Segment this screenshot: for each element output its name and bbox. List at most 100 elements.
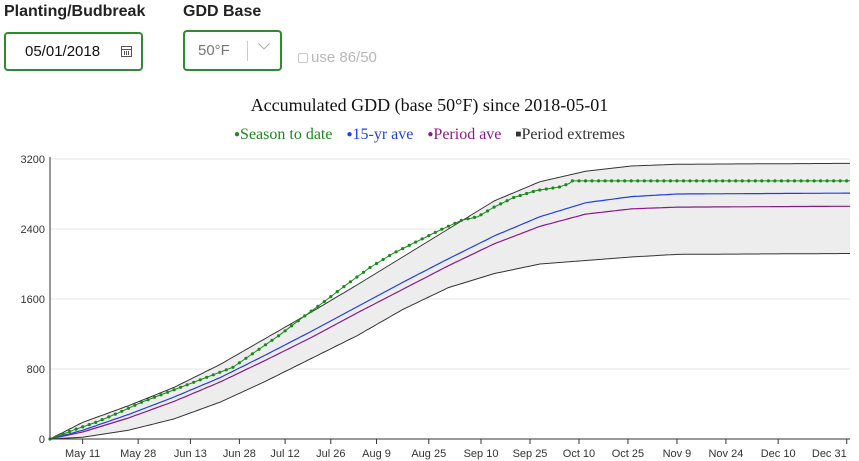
x-tick-label: Nov 9 xyxy=(663,448,692,460)
x-tick-label: Jul 26 xyxy=(316,448,345,460)
season-point xyxy=(166,390,170,394)
season-point xyxy=(727,179,731,183)
season-point xyxy=(205,375,209,379)
season-point xyxy=(446,224,450,228)
season-point xyxy=(159,393,163,397)
season-point xyxy=(590,179,594,183)
season-point xyxy=(564,183,568,187)
season-point xyxy=(87,423,91,427)
season-point xyxy=(721,179,725,183)
season-point xyxy=(355,275,359,279)
season-point xyxy=(237,361,241,365)
season-point xyxy=(472,215,477,219)
x-tick-label: Oct 10 xyxy=(563,448,595,460)
calendar-icon[interactable] xyxy=(121,46,132,57)
season-point xyxy=(819,179,823,183)
season-point xyxy=(192,380,196,384)
season-point xyxy=(81,425,85,429)
season-point xyxy=(766,179,771,183)
x-tick-label: Sep 10 xyxy=(464,448,499,460)
season-point xyxy=(218,370,222,374)
season-point xyxy=(120,409,124,413)
season-point xyxy=(407,243,411,247)
season-point xyxy=(577,179,581,183)
season-point xyxy=(518,193,522,198)
planting-label: Planting/Budbreak xyxy=(4,3,146,20)
select-separator xyxy=(247,41,248,61)
legend-extremes-label: Period extremes xyxy=(521,126,625,143)
season-point xyxy=(459,218,463,222)
y-tick-label: 1600 xyxy=(21,294,45,306)
x-tick-label: Aug 25 xyxy=(411,448,446,460)
season-point xyxy=(394,250,398,254)
season-point xyxy=(538,188,542,192)
season-point xyxy=(812,179,816,183)
season-point xyxy=(551,186,555,190)
season-point xyxy=(296,319,300,323)
legend-season-label: Season to date xyxy=(240,126,333,143)
season-point xyxy=(531,189,535,194)
use-86-50-checkbox[interactable] xyxy=(298,53,308,63)
season-point xyxy=(525,191,529,196)
x-tick-label: May 28 xyxy=(120,448,156,460)
season-point xyxy=(466,217,470,221)
season-point xyxy=(642,179,646,183)
season-point xyxy=(335,290,339,294)
season-point xyxy=(557,185,562,189)
season-point xyxy=(54,434,59,439)
season-point xyxy=(322,300,326,304)
season-point xyxy=(368,265,372,270)
season-point xyxy=(825,179,829,183)
season-point xyxy=(94,420,98,424)
season-point xyxy=(597,179,601,183)
season-point xyxy=(427,234,431,238)
season-point xyxy=(244,356,248,360)
legend-period-ave[interactable]: ●Period ave xyxy=(427,126,501,143)
season-point xyxy=(792,179,797,183)
extremes-lower-line xyxy=(49,253,850,440)
season-point xyxy=(779,179,784,183)
season-point xyxy=(107,415,111,419)
season-point xyxy=(668,179,673,183)
season-point xyxy=(61,432,65,436)
season-point xyxy=(283,329,287,333)
season-point xyxy=(734,179,738,183)
planting-date-input[interactable]: 05/01/2018 xyxy=(4,32,143,71)
season-point xyxy=(753,179,757,183)
season-point xyxy=(224,368,228,372)
season-point xyxy=(172,388,176,392)
legend-extremes[interactable]: ■Period extremes xyxy=(515,126,625,143)
season-point xyxy=(270,338,274,342)
season-point xyxy=(388,253,392,258)
season-point xyxy=(636,179,640,183)
season-point xyxy=(649,179,653,183)
legend-season[interactable]: ●Season to date xyxy=(234,126,332,143)
legend-15yr[interactable]: ●15-yr ave xyxy=(346,126,413,143)
legend-15yr-marker: ● xyxy=(346,129,353,140)
season-point xyxy=(453,221,457,225)
extremes-band xyxy=(50,163,850,439)
season-point xyxy=(348,280,352,284)
season-point xyxy=(250,352,254,356)
season-point xyxy=(662,179,666,183)
gdd-base-label: GDD Base xyxy=(183,3,262,20)
season-point xyxy=(499,202,503,206)
chevron-down-icon[interactable] xyxy=(258,38,270,50)
season-point xyxy=(583,179,588,183)
season-point xyxy=(381,257,385,262)
season-point xyxy=(655,179,659,183)
legend-period-ave-marker: ● xyxy=(427,129,434,140)
season-point xyxy=(100,418,104,422)
season-point xyxy=(263,343,268,347)
season-point xyxy=(414,240,418,244)
season-point xyxy=(544,187,548,191)
y-tick-label: 2400 xyxy=(21,224,45,236)
season-point xyxy=(688,179,692,183)
y-tick-label: 3200 xyxy=(21,154,45,166)
season-point xyxy=(316,304,320,308)
use-86-50-label: use 86/50 xyxy=(311,49,377,66)
season-point xyxy=(303,314,307,318)
gdd-base-select[interactable]: 50°F xyxy=(183,30,282,71)
season-point xyxy=(486,209,490,213)
x-tick-label: May 11 xyxy=(65,448,100,460)
